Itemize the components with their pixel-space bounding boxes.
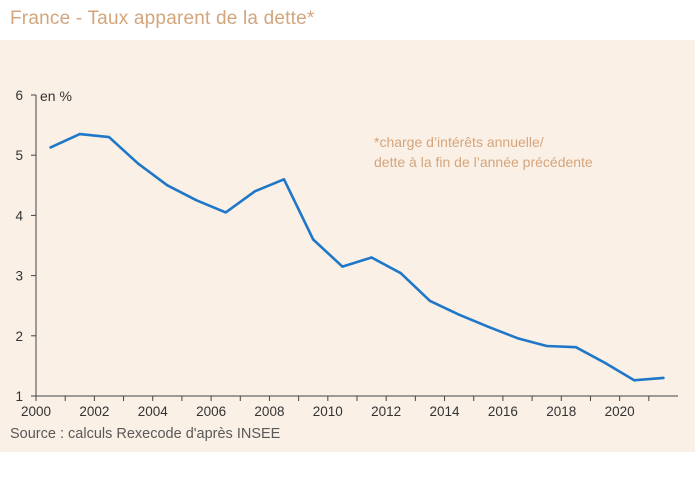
y-axis-unit-label: en % — [40, 88, 72, 104]
x-tick-label: 2004 — [138, 404, 169, 419]
axes — [31, 94, 678, 401]
x-tick-label: 2002 — [79, 404, 109, 419]
data-point — [282, 178, 286, 181]
tick-labels: 1 2 3 4 5 6 2000 2002 2004 2006 2008 2010 2012 2014 20… — [15, 88, 634, 419]
data-point — [487, 325, 490, 328]
data-point — [136, 162, 140, 165]
x-tick-label: 2020 — [605, 404, 635, 419]
data-point — [224, 211, 227, 214]
chart-note-line: dette à la fin de l’année précédente — [374, 154, 593, 170]
data-point — [633, 379, 636, 382]
x-tick-label: 2010 — [313, 404, 343, 419]
series-line — [49, 132, 665, 382]
x-tick-label: 2012 — [371, 404, 401, 419]
data-point — [457, 313, 461, 316]
y-tick-label: 4 — [15, 208, 23, 223]
chart-note: *charge d’intérêts annuelle/dette à la f… — [374, 134, 593, 170]
data-point — [312, 238, 315, 241]
data-point — [428, 299, 432, 303]
series — [49, 132, 665, 382]
y-tick-label: 6 — [15, 88, 23, 103]
data-point — [399, 272, 402, 275]
data-point — [603, 361, 607, 365]
x-tick-label: 2014 — [430, 404, 461, 419]
data-point — [166, 184, 169, 187]
y-tick-label: 2 — [15, 329, 23, 344]
chart-figure: 1 2 3 4 5 6 2000 2002 2004 2006 2008 2010 2012 2014 20… — [0, 40, 695, 452]
data-point — [662, 376, 665, 380]
y-tick-label: 5 — [15, 148, 23, 163]
data-point — [49, 146, 52, 149]
data-point — [574, 346, 578, 349]
data-point — [107, 135, 111, 139]
data-point — [253, 190, 257, 193]
line-chart: 1 2 3 4 5 6 2000 2002 2004 2006 2008 2010 2012 2014 20… — [15, 88, 678, 419]
chart-title: France - Taux apparent de la dette* — [10, 8, 315, 29]
y-tick-label: 3 — [15, 269, 23, 284]
data-point — [78, 132, 82, 136]
x-tick-label: 2006 — [196, 404, 226, 419]
x-tick-label: 2000 — [21, 404, 51, 419]
chart-note-line: *charge d’intérêts annuelle/ — [374, 134, 544, 150]
source-note: Source : calculs Rexecode d'après INSEE — [10, 426, 281, 442]
data-point — [341, 265, 344, 268]
data-point — [516, 337, 519, 340]
data-point — [545, 344, 548, 348]
x-tick-label: 2018 — [546, 404, 576, 419]
x-tick-label: 2008 — [254, 404, 284, 419]
data-point — [370, 256, 373, 259]
x-tick-label: 2016 — [488, 404, 518, 419]
y-tick-label: 1 — [15, 389, 23, 404]
data-point — [195, 199, 198, 202]
